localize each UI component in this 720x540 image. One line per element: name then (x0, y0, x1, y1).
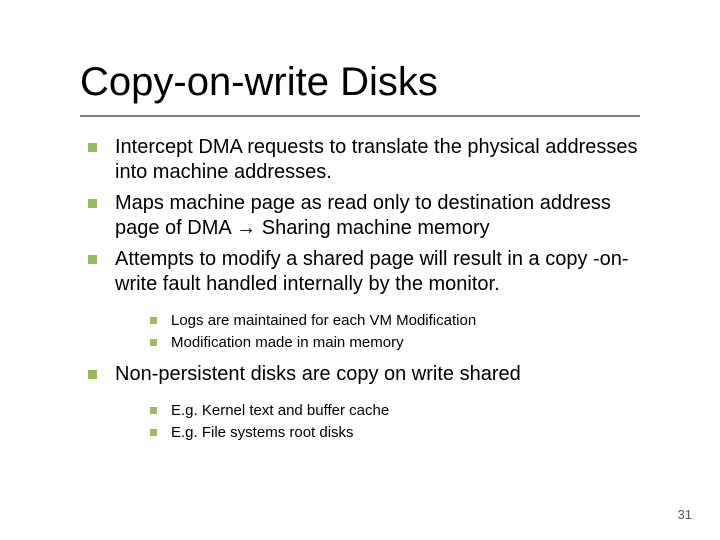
bullet-text: Non-persistent disks are copy on write s… (115, 362, 521, 387)
bullet-item: Intercept DMA requests to translate the … (80, 135, 660, 185)
sub-bullet-text: E.g. File systems root disks (171, 423, 354, 443)
square-bullet-icon (88, 143, 97, 152)
content-area: Intercept DMA requests to translate the … (80, 135, 660, 444)
page-number: 31 (678, 507, 692, 522)
bullet-text: Maps machine page as read only to destin… (115, 191, 660, 241)
square-bullet-icon (88, 199, 97, 208)
slide: Copy-on-write Disks Intercept DMA reques… (0, 0, 720, 540)
bullet-item: Maps machine page as read only to destin… (80, 191, 660, 241)
sub-bullet-item: E.g. File systems root disks (150, 423, 660, 443)
sub-bullet-text: E.g. Kernel text and buffer cache (171, 401, 389, 421)
square-bullet-icon (150, 429, 157, 436)
bullet-text: Attempts to modify a shared page will re… (115, 247, 660, 297)
square-bullet-icon (88, 255, 97, 264)
bullet-item: Attempts to modify a shared page will re… (80, 247, 660, 297)
sub-bullet-text: Logs are maintained for each VM Modifica… (171, 311, 476, 331)
sub-bullet-item: Modification made in main memory (150, 333, 660, 353)
slide-title: Copy-on-write Disks (80, 60, 438, 105)
bullet-item: Non-persistent disks are copy on write s… (80, 362, 660, 387)
sub-bullet-text: Modification made in main memory (171, 333, 404, 353)
square-bullet-icon (150, 339, 157, 346)
title-underline (80, 115, 640, 117)
square-bullet-icon (150, 317, 157, 324)
bullet-text: Intercept DMA requests to translate the … (115, 135, 660, 185)
sub-bullet-item: E.g. Kernel text and buffer cache (150, 401, 660, 421)
sub-bullet-item: Logs are maintained for each VM Modifica… (150, 311, 660, 331)
square-bullet-icon (150, 407, 157, 414)
square-bullet-icon (88, 370, 97, 379)
